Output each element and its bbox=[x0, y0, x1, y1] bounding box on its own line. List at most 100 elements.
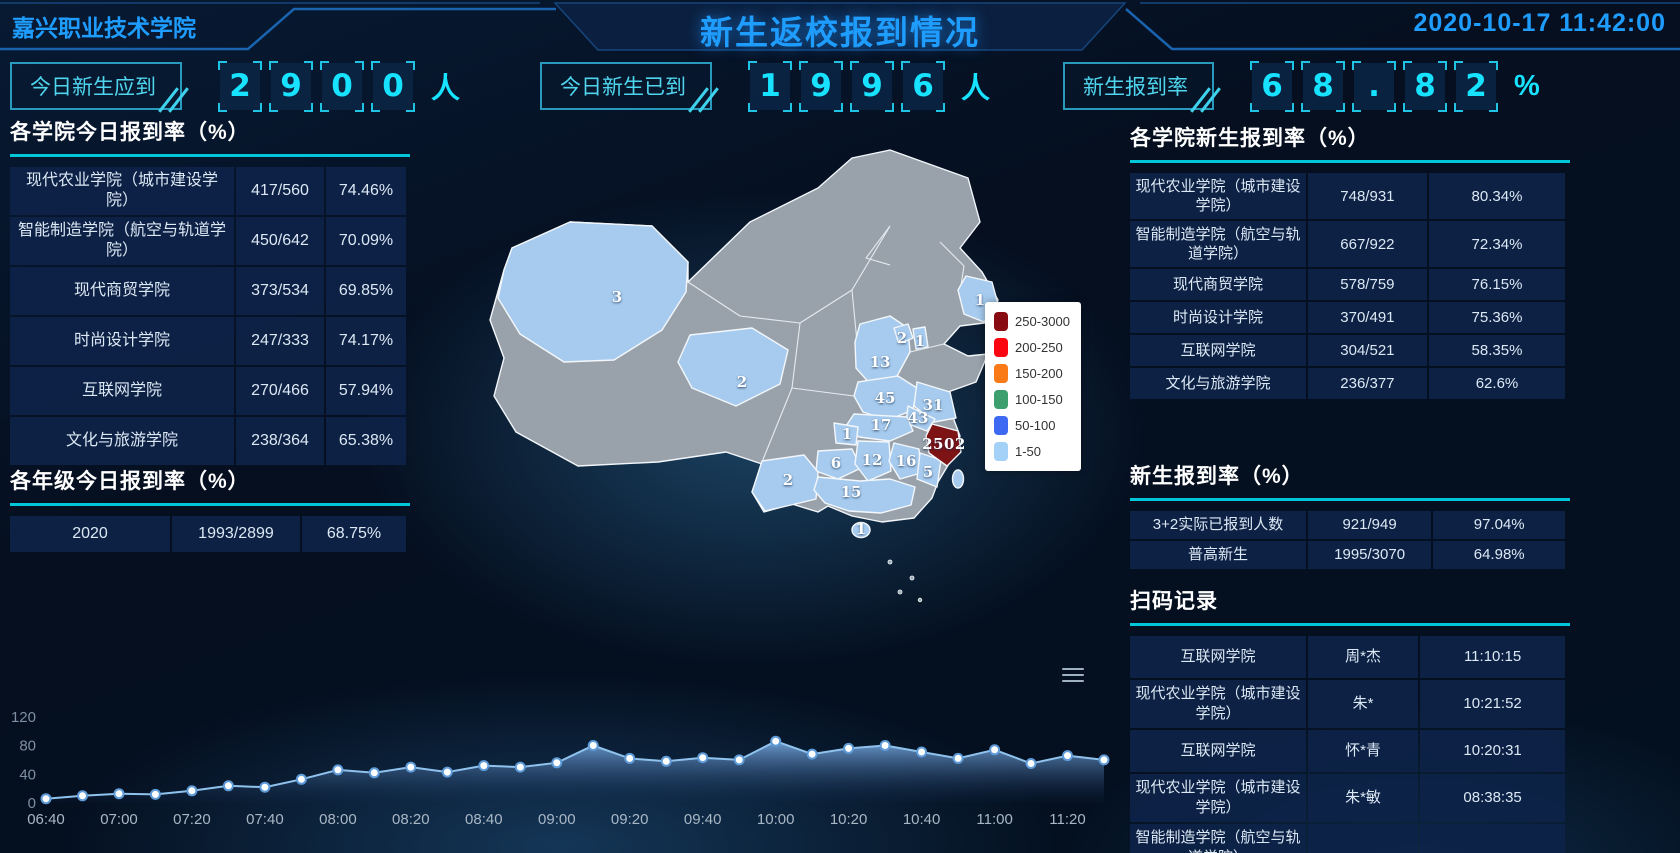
legend-label: 150-200 bbox=[1015, 366, 1063, 381]
table-row: 现代商贸学院 373/534 69.85% bbox=[10, 267, 410, 315]
table-cell: 现代农业学院（城市建设学院） bbox=[1130, 680, 1306, 728]
table-cell: 69.85% bbox=[326, 267, 406, 315]
legend-color-chip bbox=[994, 390, 1008, 409]
table-cell: 朱*敏 bbox=[1308, 774, 1418, 822]
legend-color-chip bbox=[994, 338, 1008, 357]
table-cell: 748/931 bbox=[1308, 173, 1427, 219]
svg-text:09:40: 09:40 bbox=[684, 811, 722, 828]
panel-title: 各学院今日报到率（%） bbox=[10, 116, 410, 157]
table-row: 现代农业学院（城市建设学院） 朱*敏 08:38:35 bbox=[1130, 774, 1570, 822]
legend-item: 1-50 bbox=[994, 442, 1072, 461]
table-cell: 现代商贸学院 bbox=[1130, 269, 1306, 300]
table-row: 3+2实际已报到人数 921/949 97.04% bbox=[1130, 511, 1570, 539]
panel-title: 各年级今日报到率（%） bbox=[10, 465, 410, 506]
table-row: 现代商贸学院 578/759 76.15% bbox=[1130, 269, 1570, 300]
legend-label: 1-50 bbox=[1015, 444, 1042, 459]
legend-label: 250-3000 bbox=[1015, 314, 1070, 329]
table-cell: 现代农业学院（城市建设学院） bbox=[1130, 774, 1306, 822]
table-cell: 417/560 bbox=[236, 167, 324, 215]
stat-unit: 人 bbox=[961, 73, 991, 105]
panel-freshman-rate: 新生报到率（%） 3+2实际已报到人数 921/949 97.04% 普高新生 1995… bbox=[1130, 460, 1570, 569]
digit-box: 2 bbox=[1454, 60, 1498, 112]
college-today-table: 现代农业学院（城市建设学院） 417/560 74.46% 智能制造学院（航空与轨道学… bbox=[10, 167, 410, 465]
chart-menu-icon[interactable] bbox=[1062, 664, 1084, 684]
digit-box: 0 bbox=[320, 60, 364, 112]
panel-college-total: 各学院新生报到率（%） 现代农业学院（城市建设学院） 748/931 80.34% 智… bbox=[1130, 122, 1570, 399]
digit-box: 1 bbox=[748, 60, 792, 112]
table-cell: 64.98% bbox=[1433, 541, 1566, 569]
table-cell: 75.36% bbox=[1428, 302, 1566, 333]
table-row: 现代农业学院（城市建设学院） 748/931 80.34% bbox=[1130, 173, 1570, 219]
table-row: 文化与旅游学院 236/377 62.6% bbox=[1130, 368, 1570, 399]
svg-text:09:20: 09:20 bbox=[611, 811, 649, 828]
panel-scan-records: 扫码记录 互联网学院 周*杰 11:10:15 现代农业学院（城市建设学院） 朱* 10:… bbox=[1130, 585, 1570, 853]
panel-title: 新生报到率（%） bbox=[1130, 460, 1570, 501]
table-cell: 1995/3070 bbox=[1308, 541, 1432, 569]
legend-label: 50-100 bbox=[1015, 418, 1056, 433]
table-cell: 236/377 bbox=[1308, 368, 1427, 399]
table-cell: 304/521 bbox=[1308, 335, 1427, 366]
digit-box: . bbox=[1352, 60, 1396, 112]
table-cell: 互联网学院 bbox=[1130, 730, 1306, 772]
table-cell: 10:20:31 bbox=[1420, 730, 1566, 772]
table-row: 互联网学院 周*杰 11:10:15 bbox=[1130, 636, 1570, 678]
svg-text:07:00: 07:00 bbox=[100, 811, 138, 828]
map-legend: 250-3000 200-250 150-200 100-150 50-100 1-50 bbox=[985, 302, 1081, 471]
trend-chart[interactable]: 0 40 80 120 06:40 07:00 07:20 07:40 08:00 08:20 08… bbox=[2, 697, 1114, 829]
legend-color-chip bbox=[994, 364, 1008, 383]
digit-box: 9 bbox=[850, 60, 894, 112]
table-cell: 互联网学院 bbox=[1130, 636, 1306, 678]
legend-item: 150-200 bbox=[994, 364, 1072, 383]
table-row: 互联网学院 270/466 57.94% bbox=[10, 367, 410, 415]
stat-unit: 人 bbox=[431, 73, 461, 105]
legend-color-chip bbox=[994, 416, 1008, 435]
table-cell: 文化与旅游学院 bbox=[1130, 368, 1306, 399]
table-cell: 3+2实际已报到人数 bbox=[1130, 511, 1306, 539]
digit-box: 8 bbox=[1301, 60, 1345, 112]
svg-text:08:00: 08:00 bbox=[319, 811, 357, 828]
table-cell: 74.17% bbox=[326, 317, 406, 365]
table-cell: 时尚设计学院 bbox=[1130, 302, 1306, 333]
table-row: 智能制造学院（航空与轨道学院） 667/922 72.34% bbox=[1130, 221, 1570, 267]
table-row: 互联网学院 怀*青 10:20:31 bbox=[1130, 730, 1570, 772]
digit-box: 6 bbox=[1250, 60, 1294, 112]
table-cell: 智能制造学院（航空与轨道学院） bbox=[10, 217, 234, 265]
table-cell: 247/333 bbox=[236, 317, 324, 365]
header-decoration bbox=[0, 2, 1680, 51]
panel-grade-today: 各年级今日报到率（%） 2020 1993/2899 68.75% bbox=[10, 465, 410, 552]
legend-item: 200-250 bbox=[994, 338, 1072, 357]
table-cell: 11:10:15 bbox=[1420, 636, 1566, 678]
table-cell: 1993/2899 bbox=[172, 516, 300, 552]
digit-box: 8 bbox=[1403, 60, 1447, 112]
table-cell: 68.75% bbox=[302, 516, 406, 552]
table-cell bbox=[1308, 824, 1418, 853]
table-cell: 373/534 bbox=[236, 267, 324, 315]
page-title: 新生返校报到情况 bbox=[700, 14, 980, 51]
school-name: 嘉兴职业技术学院 bbox=[12, 15, 196, 41]
table-cell: 58.35% bbox=[1428, 335, 1566, 366]
legend-item: 250-3000 bbox=[994, 312, 1072, 331]
table-cell: 57.94% bbox=[326, 367, 406, 415]
legend-color-chip bbox=[994, 442, 1008, 461]
table-cell: 65.38% bbox=[326, 417, 406, 465]
datetime: 2020-10-17 11:42:00 bbox=[1413, 9, 1666, 37]
grade-today-table: 2020 1993/2899 68.75% bbox=[10, 516, 410, 552]
svg-text:120: 120 bbox=[11, 709, 36, 726]
freshman-rate-table: 3+2实际已报到人数 921/949 97.04% 普高新生 1995/3070 64.9… bbox=[1130, 511, 1570, 569]
college-total-table: 现代农业学院（城市建设学院） 748/931 80.34% 智能制造学院（航空与轨道学… bbox=[1130, 173, 1570, 399]
legend-label: 100-150 bbox=[1015, 392, 1063, 407]
table-cell: 10:21:52 bbox=[1420, 680, 1566, 728]
table-cell: 文化与旅游学院 bbox=[10, 417, 234, 465]
table-cell: 97.04% bbox=[1433, 511, 1566, 539]
table-row: 时尚设计学院 370/491 75.36% bbox=[1130, 302, 1570, 333]
panel-title: 各学院新生报到率（%） bbox=[1130, 122, 1570, 163]
china-map[interactable] bbox=[420, 130, 1120, 660]
digit-box: 9 bbox=[799, 60, 843, 112]
panel-college-today: 各学院今日报到率（%） 现代农业学院（城市建设学院） 417/560 74.46% 智… bbox=[10, 116, 410, 465]
table-row: 互联网学院 304/521 58.35% bbox=[1130, 335, 1570, 366]
table-cell: 周*杰 bbox=[1308, 636, 1418, 678]
